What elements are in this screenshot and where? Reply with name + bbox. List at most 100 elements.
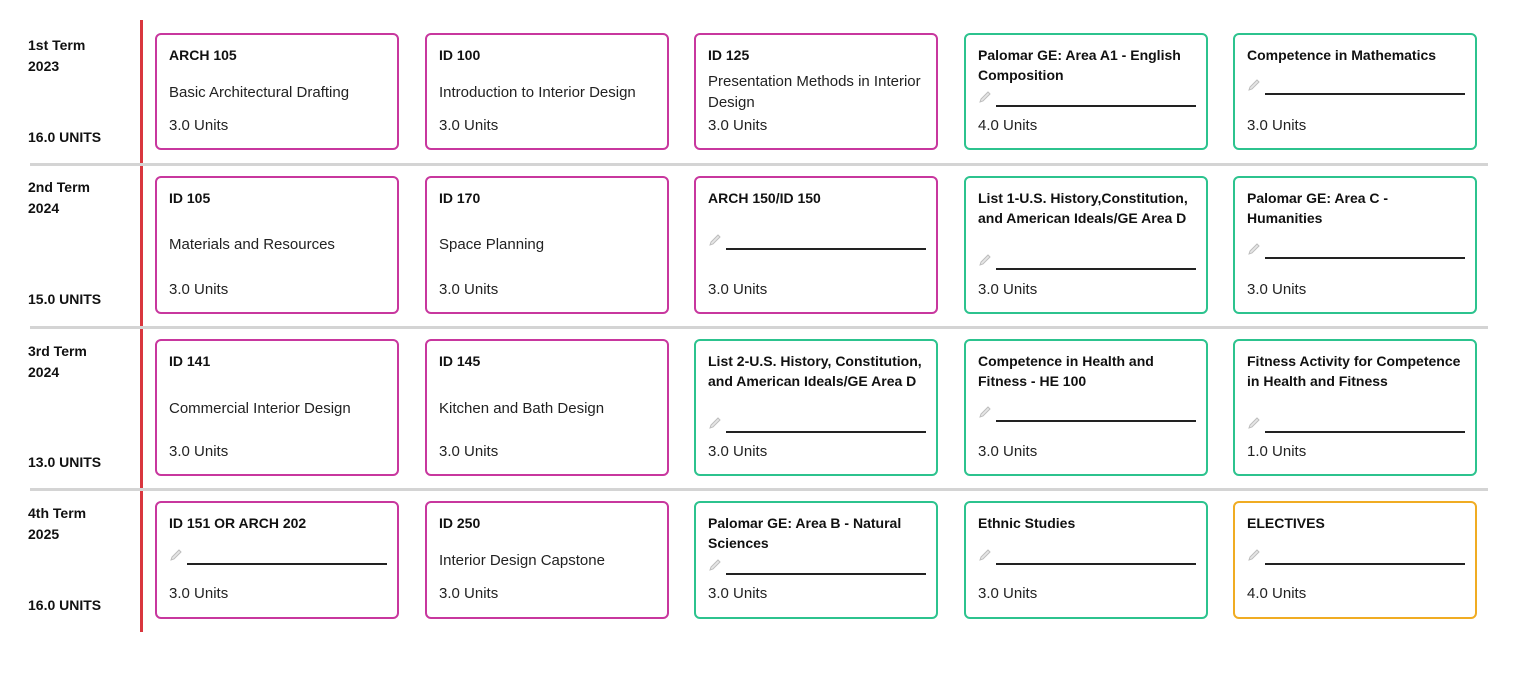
pencil-icon: [1248, 417, 1260, 429]
blank-line: [726, 573, 926, 575]
course-card[interactable]: Palomar GE: Area B - Natural Sciences 3.…: [694, 501, 938, 619]
blank-line: [1265, 431, 1465, 433]
course-units: 4.0 Units: [978, 117, 1038, 134]
pencil-icon: [979, 254, 991, 266]
course-code: ID 100: [439, 47, 481, 63]
course-blank-field[interactable]: [1247, 243, 1465, 259]
course-code: List 2-U.S. History, Constitution, and A…: [708, 353, 922, 389]
term-divider: [30, 488, 1488, 491]
course-code: Competence in Health and Fitness - HE 10…: [978, 353, 1154, 389]
course-card[interactable]: ID 105 Materials and Resources 3.0 Units: [155, 176, 399, 314]
pencil-icon: [709, 417, 721, 429]
course-blank-field[interactable]: [978, 406, 1196, 422]
course-units: 3.0 Units: [708, 585, 768, 602]
course-blank-field[interactable]: [708, 234, 926, 250]
blank-line: [726, 431, 926, 433]
blank-line: [726, 248, 926, 250]
course-blank-field[interactable]: [1247, 417, 1465, 433]
pencil-icon: [709, 559, 721, 571]
term-label: 4th Term 2025 16.0 UNITS: [28, 503, 128, 618]
course-card[interactable]: Competence in Health and Fitness - HE 10…: [964, 339, 1208, 476]
course-card[interactable]: ID 250 Interior Design Capstone 3.0 Unit…: [425, 501, 669, 619]
term-units: 16.0 UNITS: [28, 129, 102, 145]
course-blank-field[interactable]: [708, 417, 926, 433]
blank-line: [996, 268, 1196, 270]
course-card[interactable]: ARCH 105 Basic Architectural Drafting 3.…: [155, 33, 399, 150]
term-label: 2nd Term 2024 15.0 UNITS: [28, 177, 128, 312]
course-blank-field[interactable]: [1247, 79, 1465, 95]
course-units: 3.0 Units: [169, 443, 229, 460]
course-code: Palomar GE: Area A1 - English Compositio…: [978, 47, 1181, 83]
course-units: 3.0 Units: [708, 443, 768, 460]
course-card[interactable]: ID 100 Introduction to Interior Design 3…: [425, 33, 669, 150]
course-card[interactable]: ID 170 Space Planning 3.0 Units: [425, 176, 669, 314]
course-code: List 1-U.S. History,Constitution, and Am…: [978, 190, 1188, 226]
course-code: Ethnic Studies: [978, 515, 1076, 531]
course-blank-field[interactable]: [1247, 549, 1465, 565]
course-card[interactable]: Palomar GE: Area C - Humanities 3.0 Unit…: [1233, 176, 1477, 314]
course-card[interactable]: Ethnic Studies 3.0 Units: [964, 501, 1208, 619]
course-units: 3.0 Units: [439, 585, 499, 602]
blank-line: [996, 420, 1196, 422]
course-units: 3.0 Units: [708, 281, 768, 298]
course-code: ID 141: [169, 353, 211, 369]
course-title: Presentation Methods in Interior Design: [708, 73, 921, 111]
pencil-icon: [979, 549, 991, 561]
course-title: Kitchen and Bath Design: [439, 400, 605, 417]
blank-line: [1265, 93, 1465, 95]
course-code: Palomar GE: Area C - Humanities: [1247, 190, 1389, 226]
course-code: ID 151 OR ARCH 202: [169, 515, 307, 531]
course-card[interactable]: ID 141 Commercial Interior Design 3.0 Un…: [155, 339, 399, 476]
course-units: 3.0 Units: [1247, 281, 1307, 298]
course-code: ID 145: [439, 353, 481, 369]
term-name: 4th Term 2025: [28, 505, 87, 542]
course-units: 3.0 Units: [708, 117, 768, 134]
term-units: 15.0 UNITS: [28, 291, 102, 307]
course-blank-field[interactable]: [169, 549, 387, 565]
course-card[interactable]: ELECTIVES 4.0 Units: [1233, 501, 1477, 619]
term-divider: [30, 163, 1488, 166]
course-blank-field[interactable]: [978, 254, 1196, 270]
course-card[interactable]: List 2-U.S. History, Constitution, and A…: [694, 339, 938, 476]
course-units: 3.0 Units: [169, 117, 229, 134]
course-units: 3.0 Units: [439, 117, 499, 134]
term-units: 13.0 UNITS: [28, 454, 102, 470]
course-blank-field[interactable]: [978, 91, 1196, 107]
pencil-icon: [709, 234, 721, 246]
course-title: Space Planning: [439, 236, 545, 253]
course-code: Competence in Mathematics: [1247, 47, 1437, 63]
course-card[interactable]: ARCH 150/ID 150 3.0 Units: [694, 176, 938, 314]
course-card[interactable]: ID 145 Kitchen and Bath Design 3.0 Units: [425, 339, 669, 476]
course-code: ID 105: [169, 190, 211, 206]
course-title: Commercial Interior Design: [169, 400, 351, 417]
course-blank-field[interactable]: [708, 559, 926, 575]
blank-line: [996, 105, 1196, 107]
pencil-icon: [170, 549, 182, 561]
course-title: Interior Design Capstone: [439, 552, 605, 569]
blank-line: [1265, 563, 1465, 565]
term-units: 16.0 UNITS: [28, 597, 102, 613]
blank-line: [1265, 257, 1465, 259]
course-units: 3.0 Units: [439, 281, 499, 298]
course-units: 3.0 Units: [978, 281, 1038, 298]
course-card[interactable]: ID 151 OR ARCH 202 3.0 Units: [155, 501, 399, 619]
course-card[interactable]: Fitness Activity for Competence in Healt…: [1233, 339, 1477, 476]
course-code: Fitness Activity for Competence in Healt…: [1247, 353, 1461, 389]
course-card[interactable]: Palomar GE: Area A1 - English Compositio…: [964, 33, 1208, 150]
term-name: 2nd Term 2024: [28, 179, 90, 216]
course-code: Palomar GE: Area B - Natural Sciences: [708, 515, 902, 551]
term-divider: [30, 326, 1488, 329]
course-title: Basic Architectural Drafting: [169, 84, 350, 101]
course-units: 3.0 Units: [1247, 117, 1307, 134]
course-units: 3.0 Units: [439, 443, 499, 460]
course-blank-field[interactable]: [978, 549, 1196, 565]
course-card[interactable]: Competence in Mathematics 3.0 Units: [1233, 33, 1477, 150]
course-units: 3.0 Units: [978, 585, 1038, 602]
course-code: ARCH 105: [169, 47, 237, 63]
course-units: 4.0 Units: [1247, 585, 1307, 602]
course-card[interactable]: List 1-U.S. History,Constitution, and Am…: [964, 176, 1208, 314]
course-units: 3.0 Units: [169, 281, 229, 298]
course-units: 3.0 Units: [978, 443, 1038, 460]
course-card[interactable]: ID 125 Presentation Methods in Interior …: [694, 33, 938, 150]
term-label: 1st Term 2023 16.0 UNITS: [28, 35, 128, 147]
